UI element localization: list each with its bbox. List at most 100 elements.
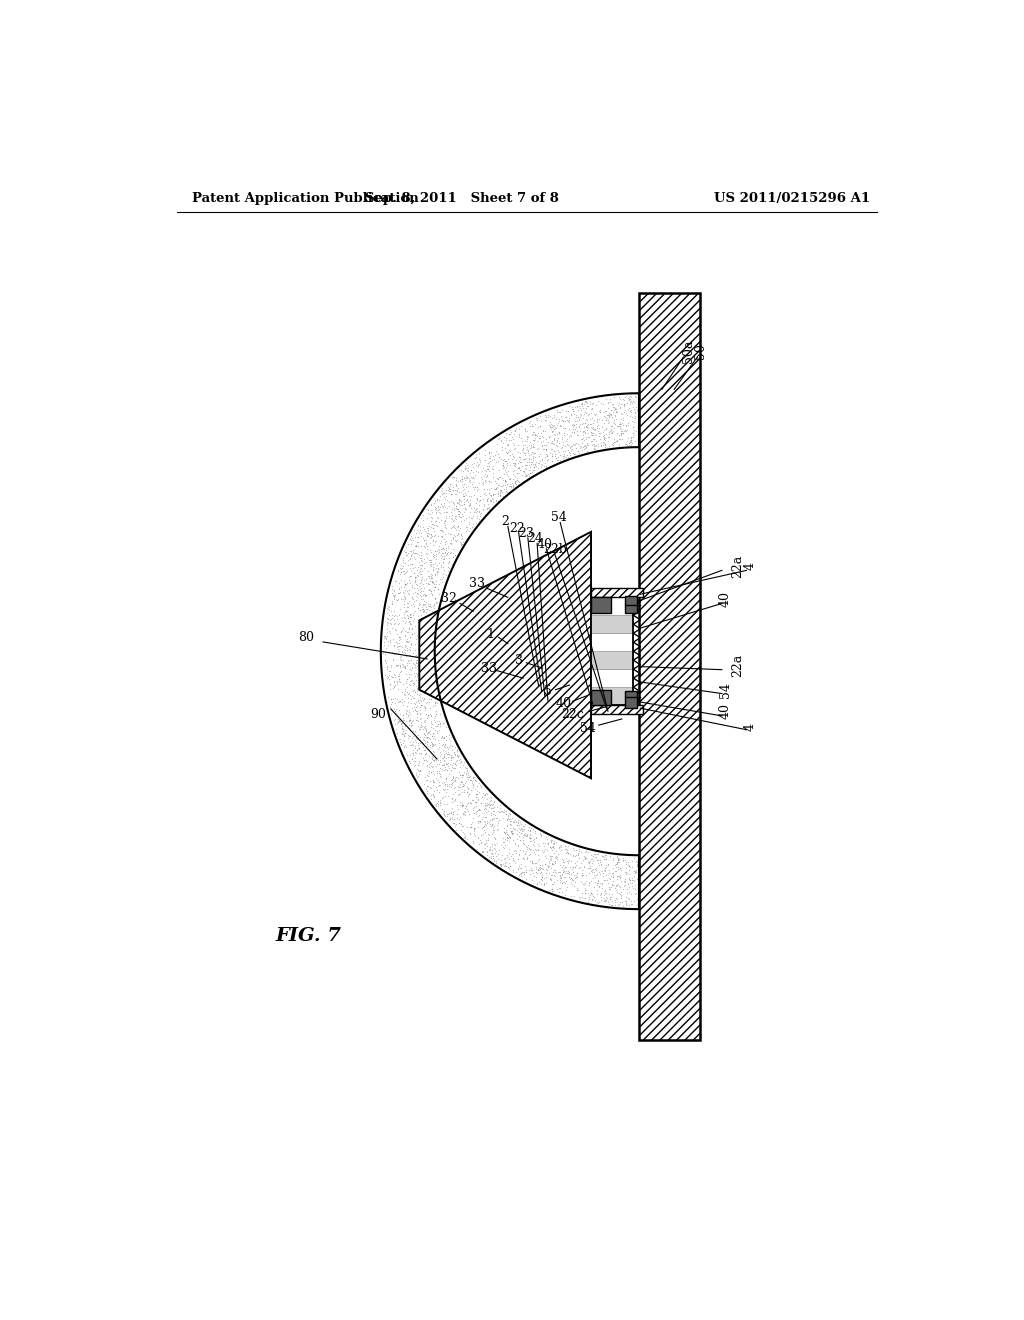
Point xyxy=(408,709,424,730)
Point xyxy=(553,869,569,890)
Point xyxy=(415,599,431,620)
Point xyxy=(622,857,638,878)
Point xyxy=(476,816,493,837)
Point xyxy=(479,458,496,479)
Point xyxy=(388,570,404,591)
Point xyxy=(629,888,645,909)
Point xyxy=(422,609,438,630)
Point xyxy=(409,585,425,606)
Point xyxy=(447,544,464,565)
Point xyxy=(574,432,591,453)
Point xyxy=(404,587,421,609)
Point xyxy=(381,605,397,626)
Point xyxy=(424,507,440,528)
Point xyxy=(548,417,564,438)
Point xyxy=(439,774,456,795)
Point xyxy=(503,421,519,442)
Point xyxy=(506,812,522,833)
Point xyxy=(609,853,626,874)
Point xyxy=(604,422,621,444)
Point xyxy=(413,678,429,700)
Point xyxy=(621,388,637,409)
Text: 50: 50 xyxy=(694,343,707,359)
Point xyxy=(396,607,413,628)
Point xyxy=(597,388,613,409)
Point xyxy=(508,450,524,471)
Point xyxy=(545,420,561,441)
Point xyxy=(622,434,638,455)
Point xyxy=(551,836,567,857)
Point xyxy=(423,568,439,589)
Point xyxy=(463,459,479,480)
Point xyxy=(597,400,613,421)
Point xyxy=(568,865,585,886)
Point xyxy=(604,890,621,911)
Point xyxy=(538,428,554,449)
Point xyxy=(597,888,613,909)
Point xyxy=(538,438,554,459)
Point xyxy=(524,434,541,455)
Point xyxy=(600,876,616,898)
Point xyxy=(575,874,592,895)
Point xyxy=(602,895,618,916)
Point xyxy=(430,511,446,532)
Point xyxy=(429,792,445,813)
Point xyxy=(622,385,638,407)
Point xyxy=(414,610,430,631)
Point xyxy=(497,822,513,843)
Point xyxy=(427,587,443,609)
Point xyxy=(392,598,409,619)
Point xyxy=(485,491,502,512)
Point xyxy=(437,768,454,789)
Point xyxy=(520,449,537,470)
Point xyxy=(503,820,519,841)
Point xyxy=(482,805,499,826)
Point xyxy=(393,607,410,628)
Point xyxy=(522,451,539,473)
Point xyxy=(411,605,427,626)
Point xyxy=(523,853,540,874)
Point xyxy=(515,461,531,482)
Point xyxy=(556,445,572,466)
Point xyxy=(382,612,398,634)
Point xyxy=(423,607,439,628)
Point xyxy=(589,412,605,433)
Point xyxy=(485,449,502,470)
Point xyxy=(612,393,629,414)
Point xyxy=(500,857,516,878)
Point xyxy=(575,438,592,459)
Point xyxy=(400,618,417,639)
Point xyxy=(603,416,620,437)
Point xyxy=(577,393,593,414)
Point xyxy=(425,664,441,685)
Point xyxy=(444,771,461,792)
Point xyxy=(610,434,627,455)
Point xyxy=(439,779,456,800)
Point xyxy=(541,851,557,873)
Point xyxy=(564,438,581,459)
Point xyxy=(450,744,466,766)
Point xyxy=(394,653,411,675)
Point xyxy=(565,840,582,861)
Point xyxy=(462,471,478,492)
Point xyxy=(446,510,463,531)
Point xyxy=(565,414,582,436)
Point xyxy=(567,416,584,437)
Point xyxy=(383,609,399,630)
Point xyxy=(413,640,429,661)
Point xyxy=(600,867,616,888)
Point xyxy=(395,730,412,751)
Point xyxy=(456,494,472,515)
Point xyxy=(418,614,434,635)
Point xyxy=(419,734,435,755)
Point xyxy=(584,883,600,904)
Point xyxy=(380,642,396,663)
Point xyxy=(411,752,427,774)
Text: 22b: 22b xyxy=(544,543,567,556)
Point xyxy=(543,858,559,879)
Point xyxy=(452,752,468,774)
Point xyxy=(584,859,600,880)
Point xyxy=(426,546,442,568)
Point xyxy=(451,813,467,834)
Point xyxy=(386,579,402,601)
